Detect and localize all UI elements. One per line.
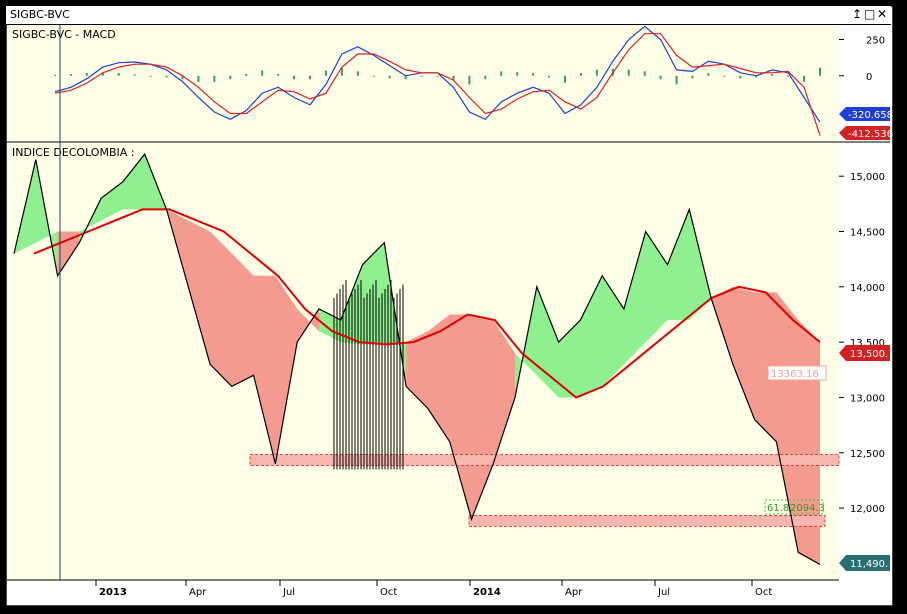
histogram-bar xyxy=(229,75,232,80)
window-title: SIGBC-BVC xyxy=(10,8,70,21)
histogram-bar xyxy=(420,75,423,77)
fib-annotation: 61.8 2094.3 xyxy=(764,499,825,515)
histogram-bar xyxy=(277,74,280,76)
histogram-bar xyxy=(787,75,790,77)
x-tick-label: Apr xyxy=(565,587,583,598)
histogram-bar xyxy=(324,70,327,76)
histogram-bar xyxy=(707,73,710,76)
histogram-bar xyxy=(819,67,821,76)
x-tick-label: Apr xyxy=(189,587,207,598)
price-ytick-label: 13,500 xyxy=(850,338,885,349)
x-tick-label: Jul xyxy=(657,587,670,598)
fib-value-label: 2094.3 xyxy=(790,503,825,514)
histogram-bar xyxy=(197,75,200,82)
histogram-bar xyxy=(340,67,343,76)
fill-below-average xyxy=(57,209,820,565)
histogram-bar xyxy=(675,75,678,85)
macd-axis: 250 0 xyxy=(839,36,885,83)
macd-title: SIGBC-BVC - MACD xyxy=(12,28,116,41)
histogram-bar xyxy=(659,75,662,80)
level-annotation: 13363.16 xyxy=(767,365,827,381)
x-tick-label: Jul xyxy=(282,587,295,598)
signal-last-flag: -412.536 xyxy=(839,126,893,140)
histogram-bar xyxy=(643,71,646,76)
fib-label: 61.8 xyxy=(767,503,789,514)
window-title-bar: SIGBC-BVC ↥ □ ✕ xyxy=(6,6,891,25)
level-label: 13363.16 xyxy=(771,369,819,380)
maximize-icon[interactable]: □ xyxy=(864,7,876,21)
signal-line xyxy=(54,33,821,136)
histogram-bar xyxy=(564,75,566,83)
histogram-bar xyxy=(803,75,806,82)
histogram-bar xyxy=(261,70,264,76)
histogram-bar xyxy=(691,75,694,79)
histogram-bar xyxy=(755,75,758,78)
macd-panel xyxy=(7,25,839,141)
histogram-bar xyxy=(165,75,168,78)
histogram-bar xyxy=(516,72,519,76)
histogram-bar xyxy=(293,75,296,80)
pin-icon[interactable]: ↥ xyxy=(852,7,863,21)
histogram-bar xyxy=(595,69,598,76)
histogram-bar xyxy=(579,73,582,76)
histogram-bar xyxy=(54,74,56,76)
support-bands xyxy=(249,454,840,527)
histogram-bar xyxy=(484,75,487,80)
last-price-flag: 11,490. xyxy=(839,555,890,571)
x-tick-label: 2014 xyxy=(473,587,501,598)
histogram-bar xyxy=(133,74,136,76)
histogram-bar xyxy=(436,75,439,77)
histogram-bar xyxy=(468,75,471,85)
histogram-bar xyxy=(69,74,72,76)
moving-average-line xyxy=(33,208,821,399)
support-band xyxy=(249,454,840,466)
price-axis: 15,000 14,500 14,000 13,500 13,000 12,500 12,0… xyxy=(839,172,885,515)
moving-average-label: 13,500. xyxy=(850,349,888,360)
signal-last-label: -412.536 xyxy=(848,129,893,140)
histogram-bar xyxy=(500,71,503,76)
price-title: INDICE DECOLOMBIA : xyxy=(12,146,134,159)
fill-above-average xyxy=(14,154,712,398)
histogram-bar xyxy=(213,75,216,82)
histogram-bar xyxy=(739,75,742,79)
last-price-label: 11,490. xyxy=(850,559,888,570)
macd-ytick-label: 250 xyxy=(866,36,885,47)
close-icon[interactable]: ✕ xyxy=(877,7,888,21)
support-band xyxy=(468,514,826,527)
x-tick-label: Oct xyxy=(380,587,397,598)
price-ytick-label: 12,500 xyxy=(850,449,885,460)
x-axis-labels: 2013 Apr Jul Oct 2014 Apr Jul Oct xyxy=(95,580,772,598)
x-tick-label: 2013 xyxy=(99,587,127,598)
histogram-bar xyxy=(117,73,120,76)
histogram-bar xyxy=(101,72,104,76)
macd-last-label: -320.658 xyxy=(848,110,893,121)
histogram-bar xyxy=(149,75,152,77)
price-ytick-label: 14,000 xyxy=(850,283,885,294)
histogram-bar xyxy=(771,74,774,76)
price-ytick-label: 12,000 xyxy=(850,504,885,515)
histogram-bar xyxy=(181,75,184,80)
price-line xyxy=(13,152,821,566)
histogram-bar xyxy=(627,69,630,76)
histogram-bar xyxy=(372,75,375,77)
histogram-bar xyxy=(404,75,407,80)
macd-ytick-label: 0 xyxy=(866,72,872,83)
histogram-bar xyxy=(452,75,455,81)
x-tick-label: Oct xyxy=(755,587,772,598)
histogram-bar xyxy=(532,73,535,76)
histogram-bar xyxy=(309,75,311,80)
histogram-bar xyxy=(356,71,359,76)
histogram-bar xyxy=(245,74,248,76)
price-ytick-label: 14,500 xyxy=(850,228,885,239)
histogram-bar xyxy=(723,75,726,77)
price-ytick-label: 15,000 xyxy=(850,172,885,183)
histogram-bar xyxy=(548,75,551,78)
histogram-bar xyxy=(388,75,391,79)
moving-average-flag: 13,500. xyxy=(839,345,890,361)
histogram-bar xyxy=(85,73,88,76)
price-ytick-label: 13,000 xyxy=(850,393,885,404)
macd-last-flag: -320.658 xyxy=(839,107,893,121)
